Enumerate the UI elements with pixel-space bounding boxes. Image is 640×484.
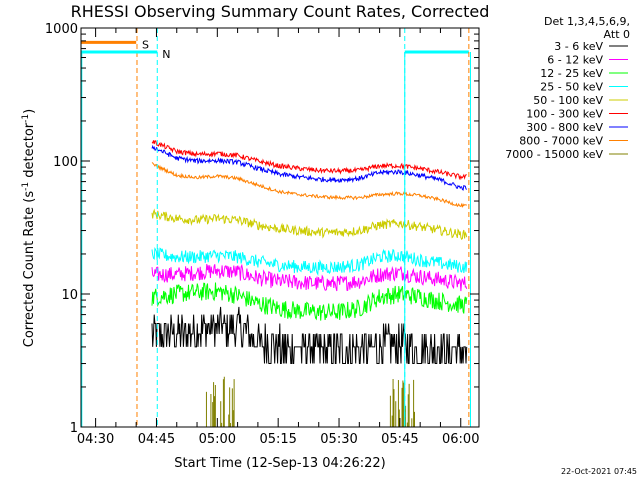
series-layer — [151, 140, 468, 427]
x-tick-label: 06:00 — [442, 432, 479, 447]
annotation-label: S — [142, 38, 149, 51]
series-line — [151, 140, 467, 181]
axis-layer: 1 10 100 1000 04:30 04:45 05:00 05:15 05:30 05:45… — [45, 22, 480, 447]
x-tick-label: 05:15 — [259, 432, 296, 447]
legend-entry-label: 300 - 800 keV — [526, 121, 603, 134]
series-line — [151, 144, 468, 191]
series-line — [151, 282, 468, 321]
y-tick-label: 100 — [53, 155, 78, 170]
series-line — [151, 306, 468, 364]
legend-header-detectors: Det 1,3,4,5,6,9, — [544, 15, 630, 28]
y-axis-label: Corrected Count Rate (s-1 detector-1) — [21, 109, 37, 347]
plot-frame — [80, 27, 480, 428]
legend-header-attenuator: Att 0 — [604, 28, 630, 41]
series-line — [151, 263, 468, 292]
chart-title: RHESSI Observing Summary Count Rates, Co… — [71, 2, 490, 21]
legend-entry-label: 100 - 300 keV — [526, 108, 603, 121]
legend-entry-label: 6 - 12 keV — [547, 54, 603, 67]
annotation-label: N — [162, 48, 170, 61]
legend-entry-label: 50 - 100 keV — [533, 94, 603, 107]
legend-entry-label: 3 - 6 keV — [554, 40, 603, 53]
y-tick-label: 1 — [70, 421, 78, 436]
y-tick-label: 1000 — [45, 22, 78, 37]
footer-timestamp: 22-Oct-2021 07:45 — [561, 467, 637, 476]
y-tick-label: 10 — [61, 288, 78, 303]
series-line — [151, 208, 468, 240]
legend-entry-label: 800 - 7000 keV — [519, 135, 603, 148]
legend-entry-label: 7000 - 15000 keV — [505, 148, 603, 161]
x-axis-label: Start Time (12-Sep-13 04:26:22) — [174, 456, 385, 471]
x-tick-label: 04:45 — [138, 432, 175, 447]
series-line — [151, 246, 468, 277]
series-line — [151, 162, 468, 208]
legend-entry-label: 25 - 50 keV — [540, 81, 603, 94]
x-tick-label: 05:30 — [320, 432, 357, 447]
annotation-layer: SN — [81, 28, 471, 427]
x-tick-label: 05:45 — [381, 432, 418, 447]
legend-entry-label: 12 - 25 keV — [540, 67, 603, 80]
x-tick-label: 05:00 — [199, 432, 236, 447]
x-tick-label: 04:30 — [77, 432, 114, 447]
